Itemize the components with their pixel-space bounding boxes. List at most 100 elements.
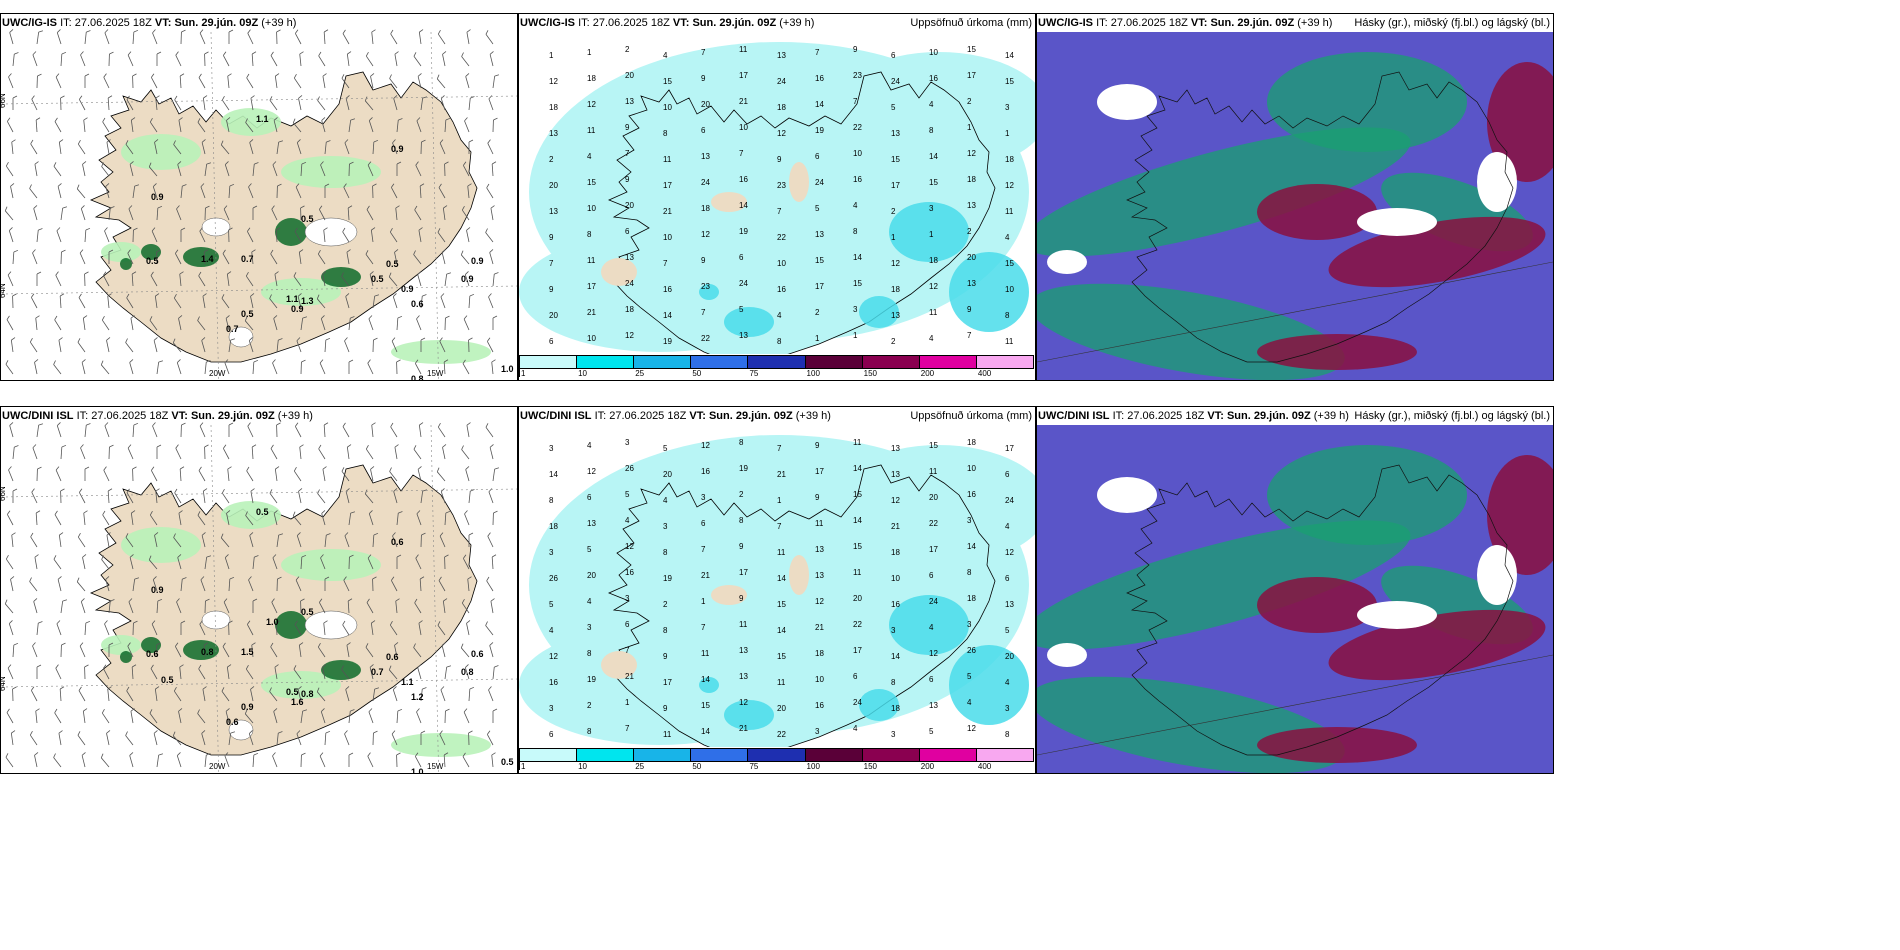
precip-amount: 20 (853, 594, 862, 603)
precip-amount: 11 (815, 519, 824, 528)
precip-amount: 14 (853, 464, 862, 473)
precip-amount: 22 (853, 620, 862, 629)
precip-amount: 2 (815, 308, 820, 317)
precip-value-label: 0.9 (151, 585, 164, 595)
precip-amount: 9 (739, 542, 744, 551)
precip-amount: 20 (549, 311, 558, 320)
precip-amount: 21 (587, 308, 596, 317)
precip-amount: 9 (549, 285, 554, 294)
precip-value-label: 0.7 (371, 667, 384, 677)
precip-amount: 10 (663, 103, 672, 112)
precip-amount: 18 (587, 74, 596, 83)
precip-amount: 14 (853, 516, 862, 525)
precip-amount: 8 (587, 649, 592, 658)
lat-64-label: 64N (1, 676, 7, 691)
precip-amount: 17 (815, 282, 824, 291)
precip-amount: 19 (739, 227, 748, 236)
precip-amount: 15 (929, 178, 938, 187)
precip-amount: 14 (967, 542, 976, 551)
precip-value-label: 0.5 (241, 309, 254, 319)
colorbar-swatch: 100 (805, 748, 863, 771)
wind-map-panel-bottom: 66N 64N 20W 15W 0.5 0.6 0.9 0.5 1.5 0.6 0.9 0.6 1.1 0… (0, 406, 518, 774)
precip-amount: 9 (663, 652, 668, 661)
precip-amount: 7 (625, 149, 630, 158)
precip-amount: 4 (777, 311, 782, 320)
panel-title-cloud-bottom: UWC/DINI ISL IT: 27.06.2025 18Z VT: Sun.… (1038, 410, 1349, 422)
precip-amount: 5 (739, 305, 744, 314)
cloud-map-top (1037, 32, 1553, 380)
precip-amount: 1 (815, 334, 820, 343)
precip-amount: 22 (777, 233, 786, 242)
precip-amount: 4 (587, 597, 592, 606)
precip-amount: 20 (625, 201, 634, 210)
precip-amount: 4 (853, 201, 858, 210)
precip-amount: 8 (777, 337, 782, 346)
precip-amount: 12 (701, 230, 710, 239)
precip-amount: 14 (1005, 51, 1014, 60)
precip-amount: 18 (549, 103, 558, 112)
colorbar-label: 50 (692, 369, 702, 378)
precip-amount: 6 (853, 672, 858, 681)
precip-amount: 10 (739, 123, 748, 132)
precip-amount: 2 (891, 337, 896, 346)
precip-value-label: 0.8 (301, 689, 314, 699)
precip-amount: 11 (929, 308, 938, 317)
precip-amount: 2 (587, 701, 592, 710)
precip-amount: 16 (625, 568, 634, 577)
precip-amount: 6 (815, 152, 820, 161)
precip-amount: 8 (587, 230, 592, 239)
colorbar-label: 50 (692, 762, 702, 771)
precip-amount: 11 (663, 155, 672, 164)
colorbar-swatch: 10 (577, 355, 635, 378)
precip-amount: 4 (587, 441, 592, 450)
precip-amount: 15 (929, 441, 938, 450)
precip-amount: 21 (815, 623, 824, 632)
precip-amount: 23 (777, 181, 786, 190)
precip-amount: 3 (929, 204, 934, 213)
precip-amount: 21 (701, 571, 710, 580)
precip-title-bottom: Uppsöfnuð úrkoma (mm) (910, 410, 1032, 422)
precip-amount: 12 (739, 698, 748, 707)
precip-amount: 12 (625, 542, 634, 551)
precip-amount: 15 (1005, 77, 1014, 86)
precip-amount: 12 (625, 331, 634, 340)
precip-value-label: 0.6 (391, 537, 404, 547)
precip-amount: 1 (701, 597, 706, 606)
precip-amount: 7 (701, 623, 706, 632)
precip-amount: 12 (815, 597, 824, 606)
precip-amount: 12 (587, 467, 596, 476)
precip-amount: 16 (815, 701, 824, 710)
precip-amount: 21 (891, 522, 900, 531)
precip-amount: 14 (549, 470, 558, 479)
precip-amount: 11 (739, 620, 748, 629)
precip-value-label: 1.1 (286, 294, 299, 304)
precip-amount: 3 (1005, 103, 1010, 112)
precip-amount: 20 (701, 100, 710, 109)
precip-amount: 2 (967, 97, 972, 106)
precip-amount: 10 (587, 204, 596, 213)
precip-amount: 9 (701, 74, 706, 83)
precip-amount: 16 (663, 285, 672, 294)
cloud-title-bottom: Hásky (gr.), miðský (fj.bl.) og lágský (… (1354, 410, 1550, 422)
precip-amount: 1 (625, 698, 630, 707)
precip-amount: 19 (815, 126, 824, 135)
precip-amount: 24 (853, 698, 862, 707)
precip-amount: 11 (587, 256, 596, 265)
precip-amount: 5 (549, 600, 554, 609)
precip-amount: 6 (929, 675, 934, 684)
precip-amount: 11 (587, 126, 596, 135)
precip-amount: 18 (891, 285, 900, 294)
precip-value-label: 0.5 (301, 607, 314, 617)
precip-amount: 9 (777, 155, 782, 164)
lat-66-label: 66N (1, 486, 7, 501)
panel-title-cloud-top: UWC/IG-IS IT: 27.06.2025 18Z VT: Sun. 29… (1038, 17, 1333, 29)
precip-amount: 15 (777, 652, 786, 661)
precip-amount: 8 (891, 678, 896, 687)
precip-amount: 7 (777, 522, 782, 531)
precip-amount: 6 (929, 571, 934, 580)
precip-amount: 4 (1005, 522, 1010, 531)
precip-amount: 7 (739, 149, 744, 158)
precip-amount: 15 (853, 542, 862, 551)
precip-value-label: 0.8 (411, 374, 424, 380)
colorbar-swatch: 1 (520, 355, 578, 378)
